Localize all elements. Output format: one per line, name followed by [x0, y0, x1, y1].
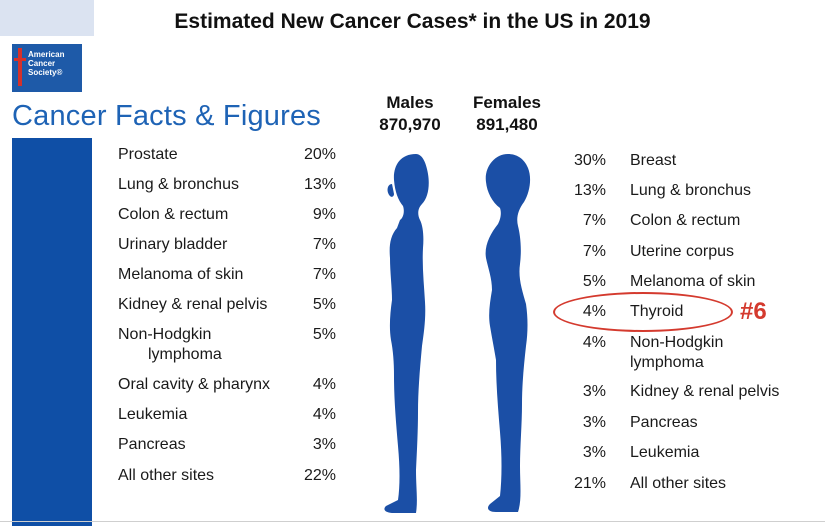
table-cell-pct: 13%	[303, 176, 336, 193]
table-cell-pct: 4%	[312, 406, 336, 423]
table-cell-pct: 22%	[303, 467, 336, 484]
table-cell-pct: 30%	[573, 152, 606, 169]
logo-sword-guard-icon	[14, 58, 26, 61]
table-row: Leukemia	[630, 444, 700, 461]
table-row: Non-Hodgkin lymphoma	[630, 334, 724, 371]
table-row: Prostate	[118, 146, 178, 163]
table-row: Pancreas	[118, 436, 186, 453]
top-left-decor	[0, 0, 94, 36]
table-cell-pct: 13%	[573, 182, 606, 199]
table-cell-pct: 5%	[582, 273, 606, 290]
side-accent-bar	[12, 138, 92, 526]
table-cell-pct: 21%	[573, 475, 606, 492]
table-cell-pct: 7%	[312, 266, 336, 283]
table-row: Non-Hodgkin lymphoma	[118, 326, 222, 363]
acs-logo: American Cancer Society®	[12, 44, 82, 92]
table-cell-pct: 7%	[582, 212, 606, 229]
table-cell-pct: 4%	[312, 376, 336, 393]
females-total: 891,480	[476, 115, 538, 134]
rank-annotation: #6	[740, 298, 767, 325]
bottom-divider	[0, 521, 825, 522]
table-row: Colon & rectum	[630, 212, 741, 229]
table-row: Colon & rectum	[118, 206, 229, 223]
table-cell-pct: 9%	[312, 206, 336, 223]
table-cell-pct: 3%	[582, 444, 606, 461]
table-cell-pct: 7%	[312, 236, 336, 253]
table-cell-pct: 3%	[582, 414, 606, 431]
table-row: Breast	[630, 152, 677, 169]
chart-title: Estimated New Cancer Cases* in the US in…	[174, 10, 651, 33]
males-total: 870,970	[379, 115, 441, 134]
table-row: Oral cavity & pharynx	[118, 376, 271, 393]
table-row: Uterine corpus	[630, 243, 735, 260]
table-cell-pct: 5%	[312, 326, 336, 343]
table-row: Leukemia	[118, 406, 188, 423]
females-header: Females 891,480	[457, 92, 557, 136]
table-row: Melanoma of skin	[118, 266, 244, 283]
table-row: Pancreas	[630, 414, 698, 431]
males-label: Males	[386, 93, 434, 112]
table-cell-pct: 20%	[303, 146, 336, 163]
table-row: Kidney & renal pelvis	[118, 296, 268, 313]
table-row: All other sites	[630, 475, 727, 492]
publication-subtitle: Cancer Facts & Figures	[12, 100, 321, 132]
male-silhouette-icon	[384, 154, 429, 513]
table-cell-pct: 3%	[312, 436, 336, 453]
female-silhouette-icon	[485, 154, 531, 512]
females-label: Females	[472, 93, 542, 112]
table-row: Kidney & renal pelvis	[630, 383, 780, 400]
logo-text: American Cancer Society®	[28, 50, 65, 77]
table-row: Urinary bladder	[118, 236, 228, 253]
table-cell-pct: 4%	[582, 334, 606, 351]
table-row: All other sites	[118, 467, 215, 484]
table-row: Lung & bronchus	[118, 176, 239, 193]
table-cell-pct: 3%	[582, 383, 606, 400]
table-row: Melanoma of skin	[630, 273, 756, 290]
logo-sword-icon	[18, 48, 22, 86]
thyroid-highlight-ellipse	[553, 292, 733, 332]
males-header: Males 870,970	[360, 92, 460, 136]
table-row: Lung & bronchus	[630, 182, 751, 199]
table-cell-pct: 5%	[312, 296, 336, 313]
table-cell-pct: 7%	[582, 243, 606, 260]
